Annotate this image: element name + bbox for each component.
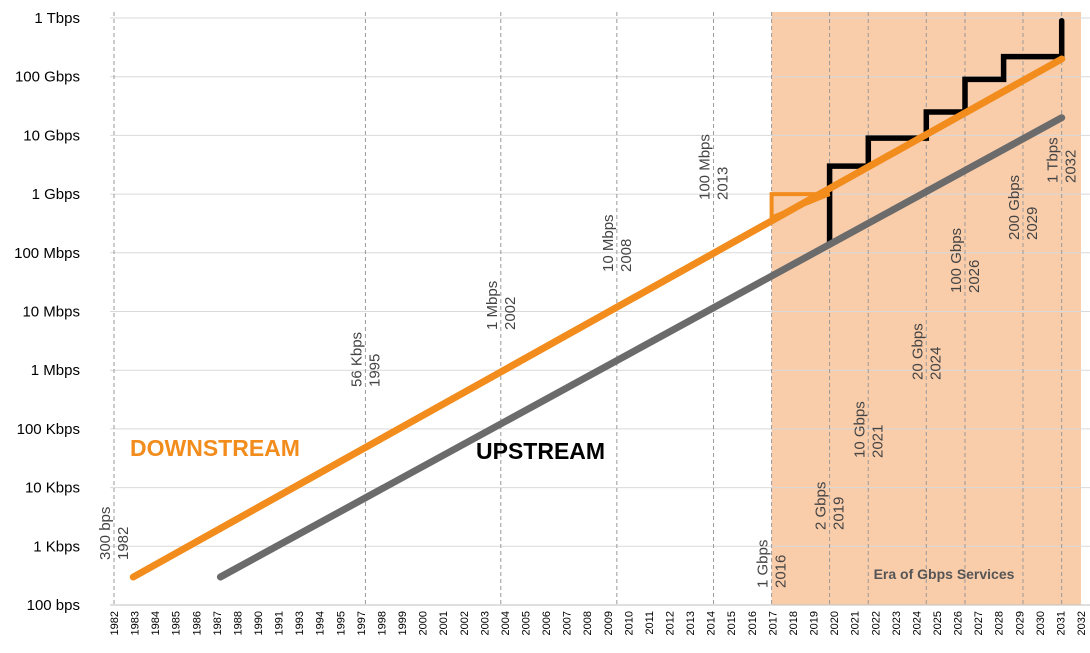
x-tick-label: 2015	[726, 611, 738, 635]
annotation-year: 2019	[831, 497, 848, 530]
x-tick-label: 2013	[685, 611, 697, 635]
x-tick-label: 2005	[520, 611, 532, 635]
upstream-line	[216, 114, 1066, 581]
y-tick-label: 10 Gbps	[23, 127, 80, 144]
x-tick-label: 1990	[253, 611, 265, 635]
x-tick-label: 2018	[788, 611, 800, 635]
annotation-year: 2029	[1024, 207, 1041, 240]
x-axis: 1982 1983 1984 1985 1986 1987 1988 1990 1991 1993…	[109, 604, 1090, 635]
x-tick-label: 2014	[706, 611, 718, 635]
annotation-year: 1995	[366, 354, 383, 387]
x-tick-label: 2027	[973, 611, 985, 635]
x-tick-label: 2017	[767, 611, 779, 635]
y-axis: 100 bps 1 Kbps 10 Kbps 100 Kbps 1 Mbps 10 Mbp…	[14, 10, 80, 614]
annotation-year: 2013	[715, 167, 732, 200]
x-tick-label: 2022	[870, 611, 882, 635]
series-lines	[129, 17, 1066, 581]
annotation-rate: 1 Gbps	[755, 540, 772, 588]
era-label: Era of Gbps Services	[874, 566, 1015, 582]
x-tick-label: 1988	[232, 611, 244, 635]
x-tick-label: 2007	[562, 611, 574, 635]
annotation-rate: 1 Mbps	[484, 281, 501, 330]
y-tick-label: 1 Kbps	[33, 538, 80, 555]
x-tick-label: 1994	[315, 611, 327, 635]
x-tick-label: 2012	[665, 611, 677, 635]
downstream-label: DOWNSTREAM	[130, 435, 300, 461]
y-tick-label: 10 Mbps	[22, 304, 80, 321]
y-tick-label: 100 Gbps	[15, 69, 80, 86]
x-tick-label: 2003	[479, 611, 491, 635]
x-tick-label: 2019	[809, 611, 821, 635]
x-tick-label: 2025	[932, 611, 944, 635]
x-tick-label: 2006	[541, 611, 553, 635]
x-tick-label: 1998	[376, 611, 388, 635]
annotation-year: 2002	[502, 297, 519, 330]
annotation-rate: 1 Tbps	[1045, 137, 1062, 183]
x-tick-label: 2002	[459, 611, 471, 635]
x-tick-label: 1991	[274, 611, 286, 635]
x-tick-label: 2011	[644, 611, 656, 635]
x-tick-label: 1987	[212, 611, 224, 635]
x-tick-label: 1997	[356, 611, 368, 635]
x-tick-label: 2008	[582, 611, 594, 635]
annotation-year: 2021	[869, 425, 886, 458]
y-tick-label: 100 Kbps	[17, 421, 80, 438]
annotation-rate: 20 Gbps	[909, 323, 926, 380]
annotation-year: 2024	[927, 347, 944, 380]
x-tick-label: 1986	[191, 611, 203, 635]
x-tick-label: 1984	[150, 611, 162, 635]
x-tick-label: 1995	[335, 611, 347, 635]
y-tick-label: 1 Gbps	[32, 186, 80, 203]
annotation-rate: 100 Gbps	[948, 228, 965, 293]
annotation-year: 2032	[1063, 150, 1080, 183]
annotation-rate: 10 Mbps	[600, 214, 617, 272]
x-tick-label: 2010	[623, 611, 635, 635]
x-tick-label: 2030	[1035, 611, 1047, 635]
annotation-year: 2008	[618, 239, 635, 272]
x-tick-label: 2031	[1055, 611, 1067, 635]
x-tick-label: 2029	[1014, 611, 1026, 635]
annotation-year: 2026	[966, 260, 983, 293]
x-tick-label: 1982	[109, 611, 121, 635]
x-tick-label: 2004	[500, 611, 512, 635]
annotation-year: 2016	[773, 555, 790, 588]
x-tick-label: 2028	[994, 611, 1006, 635]
y-tick-label: 100 bps	[27, 597, 80, 614]
annotation-rate: 2 Gbps	[813, 482, 830, 530]
x-tick-label: 2016	[747, 611, 759, 635]
x-tick-label: 2021	[850, 611, 862, 635]
x-tick-label: 2026	[953, 611, 965, 635]
x-tick-label: 2023	[891, 611, 903, 635]
x-tick-label: 1985	[171, 611, 183, 635]
black-staircase-line	[826, 17, 1065, 246]
x-tick-label: 2024	[911, 611, 923, 635]
x-tick-label: 1983	[130, 611, 142, 635]
annotation-rate: 300 bps	[97, 507, 114, 560]
annotation-year: 1982	[115, 527, 132, 560]
y-tick-label: 1 Tbps	[34, 10, 80, 27]
x-tick-label: 1999	[397, 611, 409, 635]
orange-step-triangle	[769, 192, 831, 220]
x-tick-label: 2020	[829, 611, 841, 635]
upstream-label: UPSTREAM	[476, 438, 605, 464]
y-tick-label: 10 Kbps	[25, 480, 80, 497]
gridlines	[110, 12, 1090, 605]
x-tick-label: 2009	[603, 611, 615, 635]
annotation-rate: 100 Mbps	[697, 134, 714, 200]
annotation-rate: 10 Gbps	[851, 401, 868, 458]
x-tick-label: 1993	[294, 611, 306, 635]
annotation-rate: 200 Gbps	[1006, 175, 1023, 240]
annotation-rate: 56 Kbps	[348, 332, 365, 387]
x-tick-label: 2000	[418, 611, 430, 635]
y-tick-label: 1 Mbps	[31, 362, 80, 379]
y-tick-label: 100 Mbps	[14, 245, 80, 262]
downstream-line	[129, 55, 1066, 581]
x-tick-label: 2001	[438, 611, 450, 635]
x-tick-label: 2032	[1076, 611, 1088, 635]
